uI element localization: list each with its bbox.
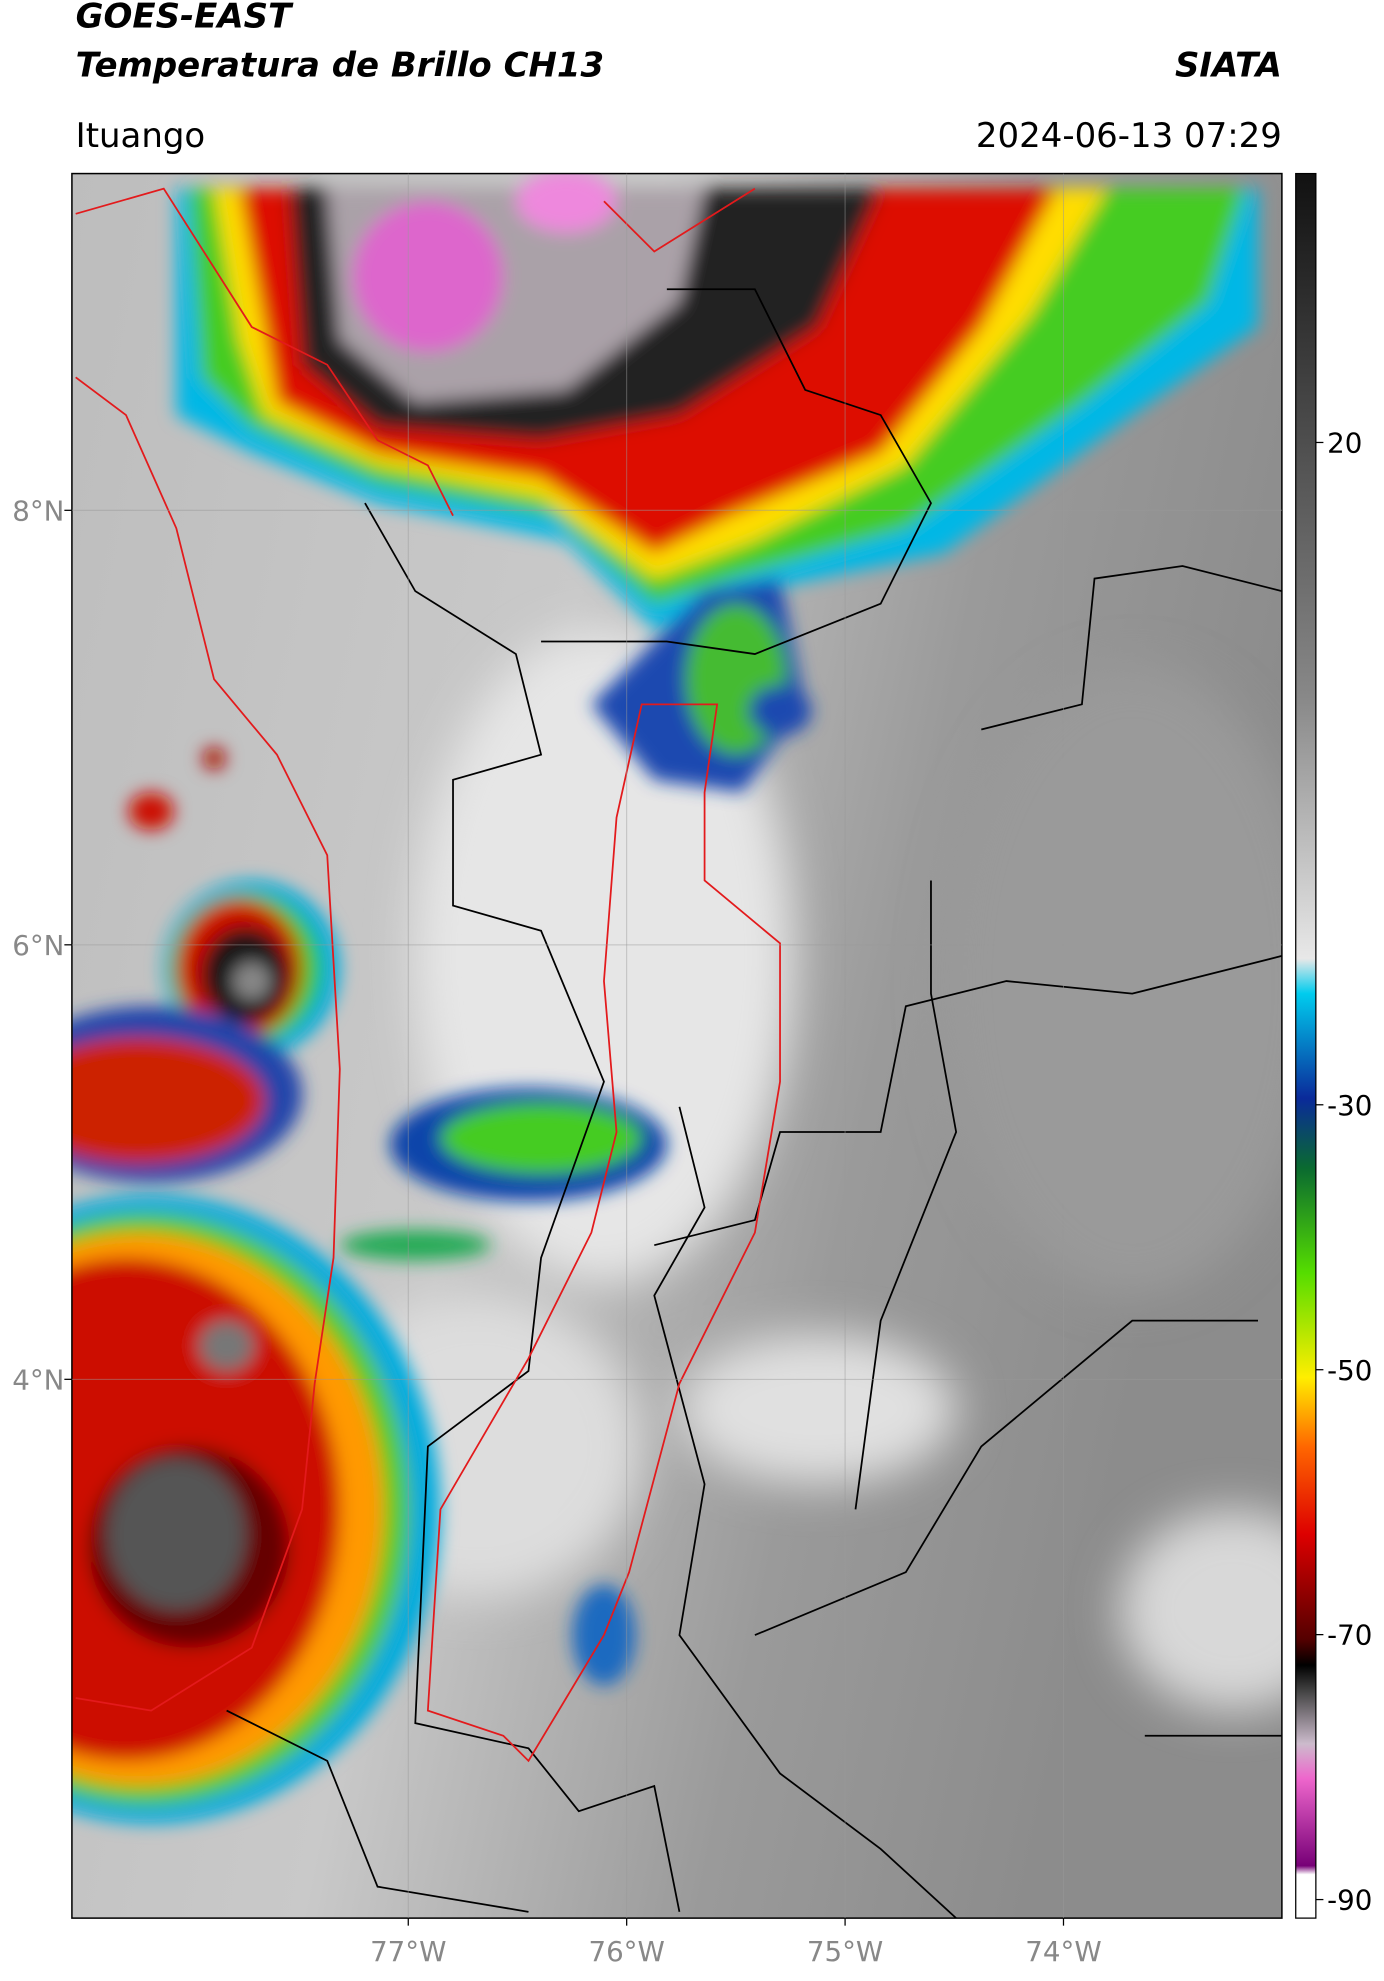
subtitle: Temperatura de Brillo CH13 (76, 46, 604, 86)
colorbar-tick-label: -70 (1327, 1619, 1372, 1652)
source: SIATA (1175, 46, 1282, 86)
colorbar (1295, 172, 1317, 1919)
x-tick-label: 74°W (1025, 1935, 1101, 1968)
graticule (71, 173, 1282, 1919)
location: Ituango (76, 116, 206, 156)
x-tick-label: 76°W (588, 1935, 664, 1968)
colorbar-tick-label: -90 (1327, 1884, 1372, 1917)
title: GOES-EAST (76, 0, 294, 37)
x-tick-label: 75°W (807, 1935, 883, 1968)
colorbar-tick-label: -30 (1327, 1089, 1372, 1122)
map-frame (71, 172, 1283, 1919)
y-tick-label: 4°N (12, 1363, 64, 1396)
colorbar-tick-label: -50 (1327, 1354, 1372, 1387)
y-tick-label: 8°N (12, 494, 64, 527)
satellite-image (71, 173, 1282, 1919)
y-tick-label: 6°N (12, 929, 64, 962)
x-tick-label: 77°W (370, 1935, 446, 1968)
colorbar-tick-label: 20 (1327, 427, 1362, 460)
datetime: 2024-06-13 07:29 (976, 116, 1282, 156)
